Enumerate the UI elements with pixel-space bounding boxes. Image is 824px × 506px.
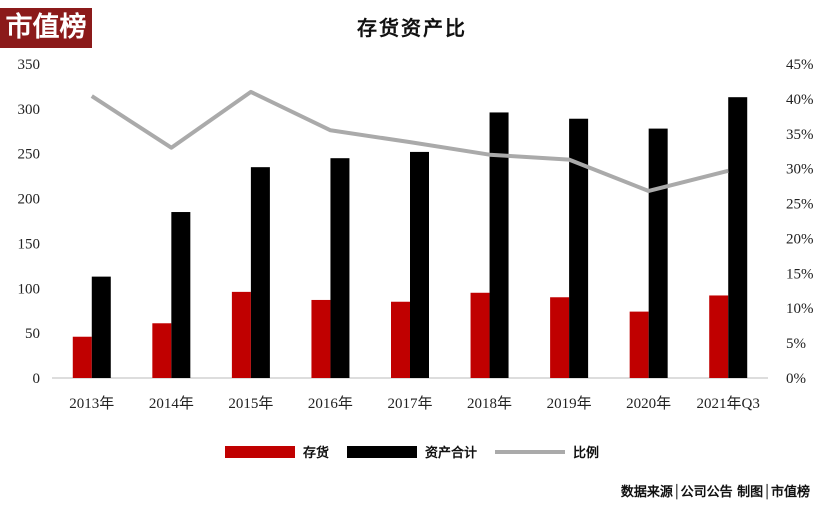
bar-inventory [629, 311, 649, 378]
y-tick-label: 0 [33, 371, 41, 387]
x-tick-label: 2017年 [387, 395, 432, 412]
y2-tick-label: 30% [786, 162, 814, 178]
bar-inventory [391, 301, 410, 378]
legend: 存货 资产合计 比例 [0, 442, 824, 461]
y-tick-label: 250 [18, 147, 41, 163]
y2-tick-label: 25% [786, 197, 814, 213]
bar-total-assets [171, 212, 191, 378]
x-tick-label: 2013年 [69, 395, 114, 412]
bar-total-assets [648, 128, 668, 378]
y2-tick-label: 20% [786, 231, 814, 247]
legend-label: 比例 [573, 446, 600, 461]
y2-tick-label: 15% [786, 266, 814, 282]
source-footer: 数据来源│公司公告 制图│市值榜 [620, 485, 810, 500]
ratio-line [90, 89, 729, 193]
y-tick-label: 200 [18, 192, 41, 208]
chart-title: 存货资产比 [357, 16, 467, 40]
bar-inventory [152, 323, 172, 378]
logo: 市值榜 [0, 8, 92, 48]
legend-label: 存货 [302, 446, 329, 461]
y2-tick-label: 10% [786, 301, 814, 317]
bar-inventory [231, 291, 251, 378]
legend-label: 资产合计 [424, 446, 477, 461]
y-tick-label: 300 [18, 102, 41, 118]
x-tick-label: 2014年 [149, 395, 194, 412]
x-tick-label: 2018年 [467, 395, 512, 412]
legend-swatch [346, 445, 417, 458]
y2-tick-label: 5% [786, 336, 806, 352]
bar-inventory [311, 299, 331, 378]
bar-total-assets [569, 118, 589, 379]
y2-tick-label: 45% [786, 57, 814, 73]
y2-tick-label: 0% [786, 371, 806, 387]
bar-total-assets [728, 97, 748, 379]
bar-total-assets [91, 276, 111, 378]
y-tick-label: 100 [18, 281, 41, 297]
y2-tick-label: 35% [786, 127, 814, 143]
bar-total-assets [330, 158, 350, 378]
x-tick-label: 2019年 [547, 395, 592, 412]
y2-tick-label: 40% [786, 92, 814, 108]
x-tick-label: 2020年 [626, 395, 671, 412]
bar-total-assets [250, 167, 270, 378]
legend-item-inventory: 存货 [224, 442, 329, 461]
y-tick-label: 350 [18, 57, 41, 73]
bar-total-assets [489, 112, 509, 379]
x-tick-label: 2015年 [228, 395, 273, 412]
bar-inventory [550, 297, 570, 378]
legend-item-total-assets: 资产合计 [346, 442, 477, 461]
bar-inventory [709, 295, 729, 378]
legend-item-ratio: 比例 [495, 442, 599, 461]
bar-inventory [72, 336, 92, 378]
x-tick-label: 2016年 [308, 395, 353, 412]
y-tick-label: 50 [25, 326, 40, 342]
bar-inventory [470, 292, 490, 378]
bar-total-assets [410, 151, 429, 378]
legend-swatch [224, 445, 295, 458]
x-tick-label: 2021年Q3 [697, 395, 760, 412]
legend-swatch [495, 449, 565, 454]
y-tick-label: 150 [18, 236, 41, 252]
